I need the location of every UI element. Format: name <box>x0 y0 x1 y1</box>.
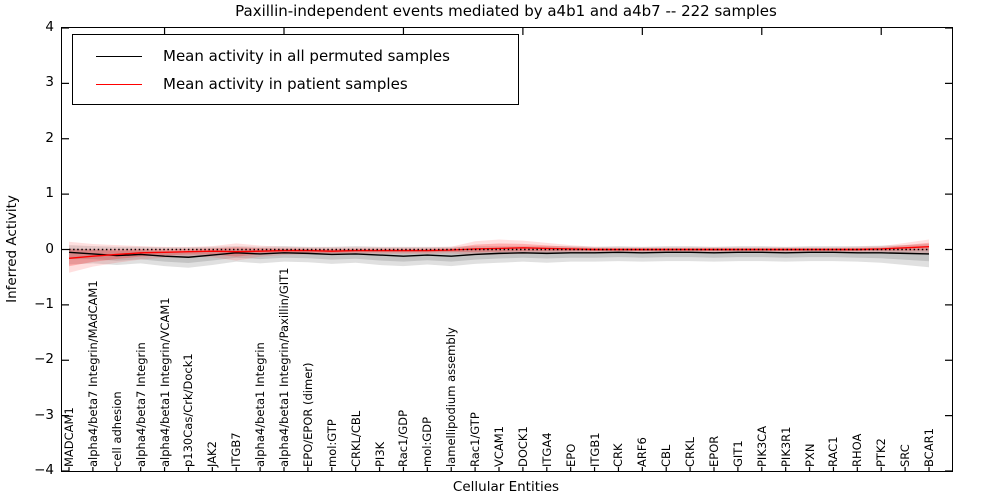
legend-item: Mean activity in all permuted samples <box>73 42 518 70</box>
patient-samples-range-inner <box>69 242 929 267</box>
x-tick-label: cell adhesion <box>109 391 124 467</box>
y-tick-label: 0 <box>45 240 54 257</box>
x-tick-label: MADCAM1 <box>62 407 76 467</box>
y-tick-label: −3 <box>34 406 54 423</box>
x-tick-label: PXN <box>802 443 817 467</box>
x-tick-label: ITGB7 <box>229 432 244 467</box>
legend-line-sample <box>96 83 142 85</box>
x-tick-label: CBL <box>659 444 674 467</box>
x-tick-label: ARF6 <box>635 437 650 467</box>
legend-item-label: Mean activity in all permuted samples <box>163 47 450 65</box>
x-tick-label: ITGB1 <box>587 432 602 467</box>
x-tick-label: PIK3R1 <box>778 426 793 468</box>
x-tick-label: alpha4/beta7 Integrin/MAdCAM1 <box>85 280 100 467</box>
x-tick-label: alpha4/beta1 Integrin <box>253 342 268 467</box>
x-tick-label: Rac1/GTP <box>468 412 483 467</box>
patient-samples-range-outer <box>69 239 929 273</box>
x-tick-label: VCAM1 <box>492 425 506 467</box>
x-tick-label: CRKL <box>683 437 698 467</box>
legend-item-label: Mean activity in patient samples <box>163 75 408 93</box>
x-tick-label: SRC <box>898 444 913 467</box>
mean-permuted-line <box>68 251 930 258</box>
x-tick-label: CRK <box>611 443 626 467</box>
y-tick-label: 1 <box>45 185 54 202</box>
y-tick-label: −2 <box>34 351 54 368</box>
plot-canvas <box>62 28 952 471</box>
x-tick-label: CRKL/CBL <box>348 410 363 467</box>
legend-item: Mean activity in patient samples <box>73 70 518 98</box>
mean-patient-line <box>68 246 930 260</box>
y-tick-label: 4 <box>45 19 54 35</box>
x-tick-label: RAC1 <box>826 436 841 467</box>
x-tick-label: p130Cas/Crk/Dock1 <box>181 353 196 467</box>
y-tick-label: −4 <box>34 462 54 478</box>
x-tick-label: alpha4/beta7 Integrin <box>133 342 148 467</box>
x-tick-label: EPO <box>563 443 578 467</box>
x-tick-label: PI3K <box>372 441 387 467</box>
x-tick-label: alpha4/beta1 Integrin/Paxillin/GIT1 <box>277 267 291 467</box>
permuted-samples-range-inner <box>69 248 929 264</box>
legend-line-sample <box>96 55 142 57</box>
x-tick-label: JAK2 <box>205 441 220 467</box>
y-tick-label: 3 <box>45 74 54 91</box>
x-tick-label: EPO/EPOR (dimer) <box>300 362 315 468</box>
x-tick-label: ITGA4 <box>539 432 554 467</box>
x-tick-label: EPOR <box>707 435 721 467</box>
x-tick-label: PIK3CA <box>754 425 769 467</box>
x-tick-label: lamellipodium assembly <box>444 327 459 467</box>
x-tick-label: DOCK1 <box>515 426 530 467</box>
y-tick-label: 2 <box>45 129 54 146</box>
x-tick-label: RHOA <box>850 433 865 467</box>
x-axis-label: Cellular Entities <box>452 479 560 495</box>
x-tick-label: alpha4/beta1 Integrin/VCAM1 <box>157 297 172 467</box>
x-tick-label: PTK2 <box>874 438 889 467</box>
x-tick-label: BCAR1 <box>922 428 936 467</box>
x-tick-label: mol:GDP <box>420 416 435 467</box>
legend: Mean activity in all permuted samples Mea… <box>72 34 519 105</box>
x-tick-label: GIT1 <box>730 440 745 467</box>
y-tick-label: −1 <box>34 295 54 312</box>
chart-title: Paxillin-independent events mediated by … <box>235 2 777 20</box>
y-axis-label: Inferred Activity <box>4 195 20 303</box>
x-tick-label: mol:GTP <box>324 419 339 467</box>
x-tick-label: Rac1/GDP <box>396 409 411 467</box>
